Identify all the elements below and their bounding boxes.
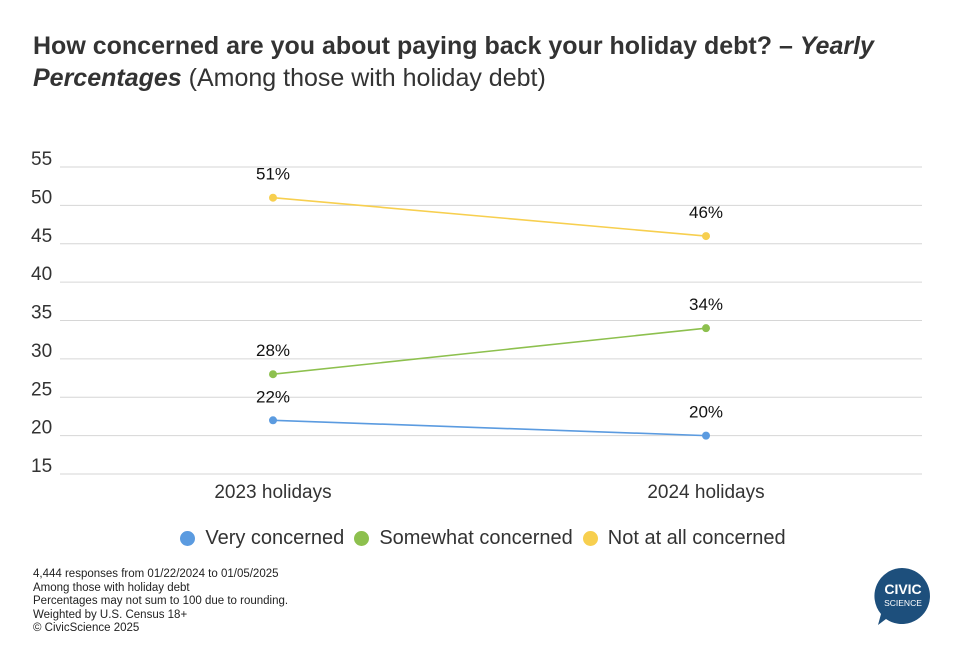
title-main: How concerned are you about paying back … <box>33 32 800 60</box>
legend-marker <box>354 531 370 546</box>
data-label: 34% <box>689 295 723 314</box>
title-subtitle: (Among those with holiday debt) <box>181 64 546 92</box>
legend-label: Somewhat concerned <box>379 527 573 549</box>
footnote-line: Percentages may not sum to 100 due to ro… <box>33 595 289 607</box>
legend-marker <box>180 531 196 546</box>
legend-marker <box>582 531 598 546</box>
y-tick-label: 40 <box>31 264 52 285</box>
y-tick-label: 45 <box>31 226 52 247</box>
legend-label: Very concerned <box>205 527 345 549</box>
civicscience-logo: CIVIC SCIENCE <box>874 568 930 625</box>
legend-item: Somewhat concerned <box>354 527 573 550</box>
y-tick-label: 30 <box>31 341 52 362</box>
footnote-line: Among those with holiday debt <box>33 581 190 594</box>
footnote-line: Weighted by U.S. Census 18+ <box>33 608 188 621</box>
series-line <box>272 196 707 237</box>
chart-legend: Very concerned Somewhat concerned Not at a… <box>0 527 966 552</box>
legend-label: Not at all concerned <box>607 527 786 549</box>
legend-item: Very concerned <box>180 527 344 550</box>
data-point <box>269 193 277 202</box>
title-italic: Yearly Percentages <box>33 32 874 92</box>
footnote-line: 4,444 responses from 01/22/2024 to 01/05… <box>33 568 279 580</box>
data-point <box>702 232 710 241</box>
y-tick-label: 55 <box>31 149 52 170</box>
data-label: 51% <box>256 165 290 184</box>
x-tick-label: 2024 holidays <box>647 482 764 503</box>
chart-title: How concerned are you about paying back … <box>33 30 933 94</box>
series-line <box>272 327 707 376</box>
y-tick-label: 15 <box>31 456 52 477</box>
logo-line1: CIVIC <box>884 581 921 597</box>
series-line <box>272 419 707 437</box>
footnotes: 4,444 responses from 01/22/2024 to 01/05… <box>33 568 288 636</box>
data-point <box>269 416 277 425</box>
x-tick-label: 2023 holidays <box>214 482 331 503</box>
data-label: 28% <box>256 341 290 360</box>
line-chart: 15 20 25 30 35 40 45 50 55 2023 holidays 2024 holi… <box>31 149 922 503</box>
y-tick-label: 35 <box>31 303 52 324</box>
data-point <box>269 370 277 379</box>
data-point <box>702 431 710 440</box>
y-tick-label: 50 <box>31 187 52 208</box>
footnote-line: © CivicScience 2025 <box>33 622 140 634</box>
data-label: 22% <box>256 387 290 406</box>
data-label: 20% <box>689 403 723 422</box>
legend-item: Not at all concerned <box>582 527 786 550</box>
logo-line2: SCIENCE <box>884 598 922 608</box>
data-label: 46% <box>689 203 723 222</box>
y-tick-label: 20 <box>31 418 52 439</box>
data-point <box>702 324 710 333</box>
y-tick-label: 25 <box>31 379 52 400</box>
